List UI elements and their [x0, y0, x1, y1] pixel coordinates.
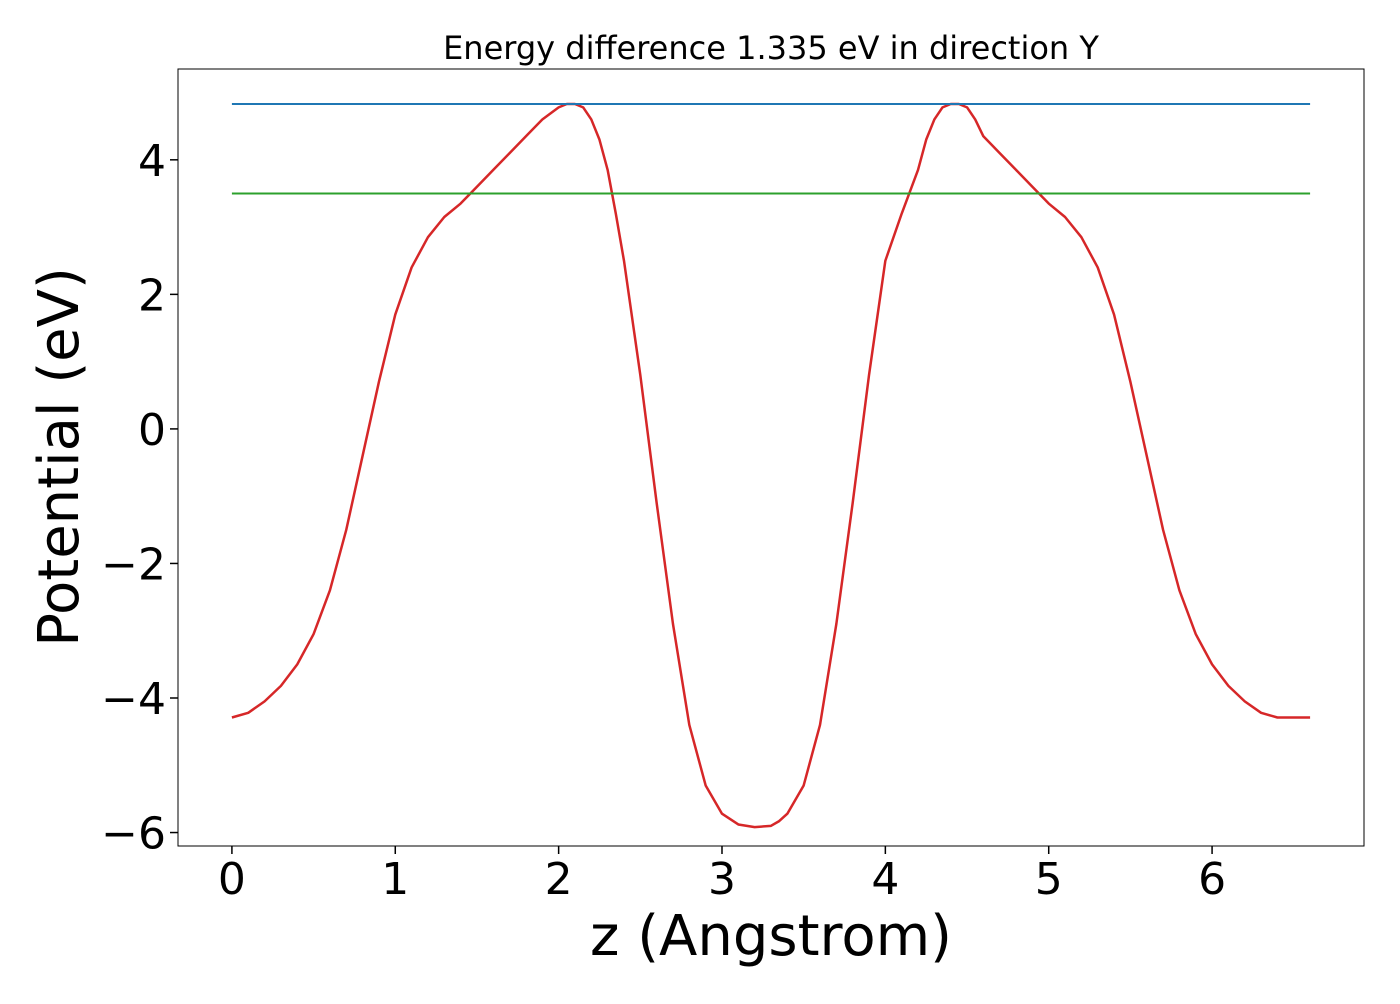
x-axis-label: z (Angstrom) — [590, 904, 952, 969]
x-tick-label: 2 — [545, 854, 573, 905]
y-tick-label: −6 — [101, 809, 166, 860]
y-tick-label: −2 — [101, 539, 166, 590]
x-axis-ticks: 0 1 2 3 4 5 6 — [218, 846, 1226, 905]
y-tick-label: 4 — [138, 136, 166, 187]
y-axis-label: Potential (eV) — [27, 267, 92, 647]
plot-frame — [177, 68, 1365, 847]
x-tick-label: 1 — [381, 854, 409, 905]
y-tick-label: −4 — [101, 674, 166, 725]
x-tick-label: 0 — [218, 854, 246, 905]
y-tick-label: 2 — [138, 270, 166, 321]
y-tick-label: 0 — [138, 405, 166, 456]
potential-curve-line — [231, 102, 1311, 829]
series-layer — [231, 102, 1311, 829]
x-tick-label: 3 — [708, 854, 736, 905]
y-axis-ticks: −6 −4 −2 0 2 4 — [101, 136, 178, 860]
x-tick-label: 4 — [871, 854, 899, 905]
x-tick-label: 5 — [1035, 854, 1063, 905]
chart-title: Energy difference 1.335 eV in direction … — [443, 29, 1099, 67]
x-tick-label: 6 — [1198, 854, 1226, 905]
